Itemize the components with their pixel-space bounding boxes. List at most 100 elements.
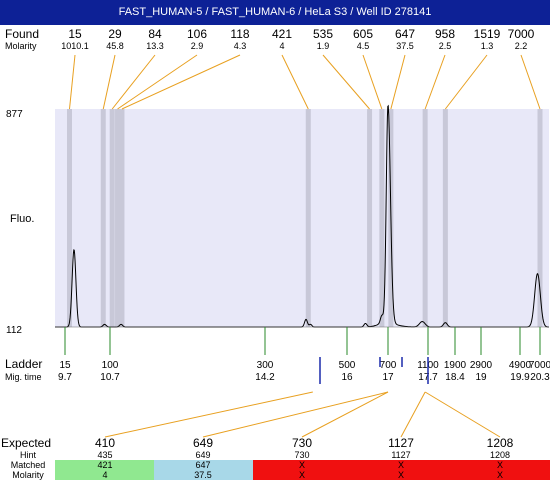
peak-connector <box>362 54 383 110</box>
matched-molarity-label: X <box>299 470 305 480</box>
matched-molarity-label: X <box>398 470 404 480</box>
peak-band <box>67 109 72 327</box>
peak-connector <box>424 54 446 110</box>
peak-connector <box>390 54 406 110</box>
matched-molarity-label: 37.5 <box>194 470 212 480</box>
found-size-label: 647 <box>395 27 415 41</box>
expected-size-label: 649 <box>193 436 213 450</box>
found-size-label: 7000 <box>508 27 535 41</box>
peak-connector <box>520 54 541 110</box>
found-size-label: 1519 <box>474 27 501 41</box>
hint-value-label: 1127 <box>391 450 410 460</box>
peak-connector <box>444 54 488 110</box>
expected-connector <box>400 391 426 438</box>
ladder-size-label: 15 <box>59 360 71 371</box>
matched-value-label: X <box>398 460 404 470</box>
peak-band <box>379 109 385 327</box>
hint-value-label: 649 <box>195 450 210 460</box>
peak-connector <box>121 54 241 110</box>
found-size-label: 535 <box>313 27 333 41</box>
molarity-row-label: Molarity <box>12 470 44 480</box>
matched-cell <box>55 460 154 480</box>
found-size-label: 106 <box>187 27 207 41</box>
hint-label: Hint <box>20 450 37 460</box>
matched-cell <box>451 460 550 480</box>
found-size-label: 605 <box>353 27 373 41</box>
molarity-value-label: 2.9 <box>191 41 204 51</box>
ladder-label: Ladder <box>5 357 42 371</box>
molarity-value-label: 4.5 <box>357 41 370 51</box>
peak-connector <box>111 54 156 110</box>
peak-band <box>115 109 121 327</box>
peak-band <box>537 109 543 327</box>
peak-band <box>305 109 311 327</box>
peak-connector <box>281 54 309 110</box>
chart-title: FAST_HUMAN-5 / FAST_HUMAN-6 / HeLa S3 / … <box>0 0 550 25</box>
molarity-value-label: 2.2 <box>515 41 528 51</box>
molarity-value-label: 4 <box>279 41 284 51</box>
hint-value-label: 1208 <box>490 450 510 460</box>
ladder-time-label: 16 <box>341 372 353 383</box>
expected-connector <box>104 391 313 438</box>
found-size-label: 958 <box>435 27 455 41</box>
peak-connector <box>322 54 370 110</box>
matched-value-label: X <box>299 460 305 470</box>
y-tick-label: 112 <box>6 325 22 336</box>
matched-value-label: X <box>497 460 503 470</box>
ladder-size-label: 300 <box>257 360 274 371</box>
peak-band <box>367 109 373 327</box>
hint-value-label: 435 <box>97 450 112 460</box>
ladder-time-label: 14.2 <box>255 372 275 383</box>
peak-connector <box>102 54 116 110</box>
ladder-time-label: 19.9 <box>510 372 530 383</box>
peak-band <box>422 109 428 327</box>
expected-connector <box>424 391 501 438</box>
ladder-size-label: 1900 <box>444 360 467 371</box>
expected-connector <box>301 391 389 438</box>
molarity-value-label: 1.9 <box>317 41 330 51</box>
matched-molarity-label: 4 <box>102 470 107 480</box>
plot-area <box>55 109 549 327</box>
mig-time-label: Mig. time <box>5 372 42 382</box>
molarity-value-label: 1.3 <box>481 41 494 51</box>
expected-size-label: 410 <box>95 436 115 450</box>
peak-band <box>109 109 115 327</box>
peak-band <box>442 109 448 327</box>
expected-connector <box>202 391 389 438</box>
matched-value-label: 421 <box>97 460 112 470</box>
matched-label: Matched <box>11 460 46 470</box>
molarity-value-label: 13.3 <box>146 41 164 51</box>
expected-size-label: 1208 <box>487 436 514 450</box>
found-label: Found <box>5 27 39 41</box>
matched-molarity-label: X <box>497 470 503 480</box>
found-size-label: 15 <box>68 27 82 41</box>
expected-size-label: 730 <box>292 436 312 450</box>
matched-value-label: 647 <box>195 460 210 470</box>
expected-size-label: 1127 <box>388 436 414 450</box>
peak-band <box>119 109 125 327</box>
ladder-size-label: 4900 <box>509 360 532 371</box>
matched-cell <box>253 460 352 480</box>
ladder-size-label: 7000 <box>529 360 550 371</box>
peak-band <box>100 109 106 327</box>
ladder-time-label: 19 <box>475 372 487 383</box>
molarity-value-label: 45.8 <box>106 41 124 51</box>
ladder-size-label: 700 <box>380 360 397 371</box>
ladder-time-label: 18.4 <box>445 372 465 383</box>
ladder-size-label: 2900 <box>470 360 493 371</box>
found-size-label: 29 <box>108 27 122 41</box>
ladder-time-label: 9.7 <box>58 372 72 383</box>
ladder-size-label: 500 <box>339 360 356 371</box>
ladder-size-label: 100 <box>102 360 119 371</box>
found-size-label: 421 <box>272 27 292 41</box>
molarity-value-label: 2.5 <box>439 41 452 51</box>
fluo-axis-label: Fluo. <box>10 213 34 225</box>
molarity-value-label: 37.5 <box>396 41 414 51</box>
ladder-time-label: 17 <box>382 372 394 383</box>
ladder-time-label: 20.3 <box>530 372 550 383</box>
found-size-label: 84 <box>148 27 162 41</box>
hint-value-label: 730 <box>294 450 309 460</box>
expected-label: Expected <box>1 436 51 450</box>
molarity-value-label: 4.3 <box>234 41 247 51</box>
